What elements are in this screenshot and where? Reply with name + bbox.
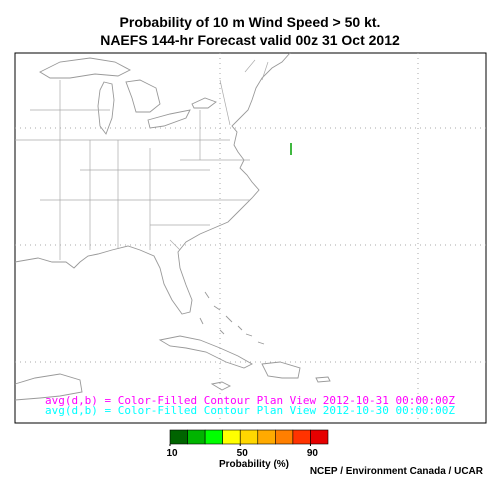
color-swatch xyxy=(222,429,241,445)
color-swatch xyxy=(169,429,188,445)
colorbar: 10 50 90 xyxy=(166,429,329,459)
color-swatch xyxy=(239,429,259,445)
coastlines xyxy=(14,52,331,401)
state-lines xyxy=(15,59,269,260)
legend-line: avg(d,b) = Color-Filled Contour Plan Vie… xyxy=(45,395,455,407)
colorbar-tick-label: 90 xyxy=(307,448,319,459)
colorbar-tick-label: 50 xyxy=(237,448,249,459)
color-swatch xyxy=(204,429,223,445)
color-swatch xyxy=(275,429,294,445)
credit: NCEP / Environment Canada / UCAR xyxy=(310,466,484,477)
subtitle: NAEFS 144-hr Forecast valid 00z 31 Oct 2… xyxy=(100,32,400,48)
title: Probability of 10 m Wind Speed > 50 kt. xyxy=(120,14,381,30)
color-swatch xyxy=(310,429,329,445)
legend-lines: avg(d,b) = Color-Filled Contour Plan Vie… xyxy=(45,395,455,417)
map: avg(d,b) = Color-Filled Contour Plan Vie… xyxy=(14,52,487,424)
grid xyxy=(15,53,486,423)
colorbar-tick-label: 10 xyxy=(166,448,178,459)
color-swatch xyxy=(257,429,276,445)
color-swatch xyxy=(187,429,206,445)
colorbar-label: Probability (%) xyxy=(219,459,289,470)
map-frame xyxy=(14,52,487,424)
legend-line: avg(d,b) = Color-Filled Contour Plan Vie… xyxy=(45,405,455,417)
color-swatch xyxy=(292,429,311,445)
